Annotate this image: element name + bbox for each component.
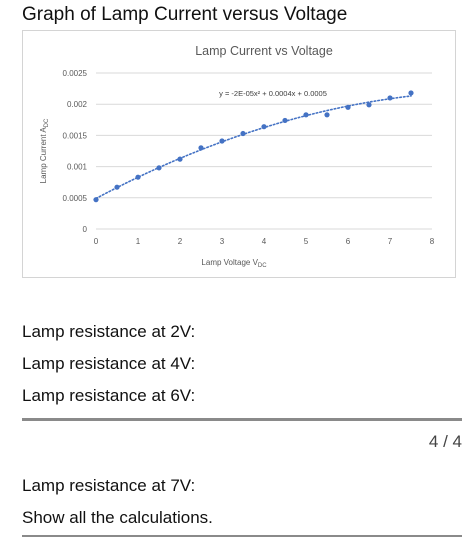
data-point [345, 104, 351, 110]
data-point [408, 90, 414, 96]
trendline-equation: y = -2E-05x² + 0.0004x + 0.0005 [219, 89, 327, 98]
data-point [219, 138, 225, 144]
data-point [156, 165, 162, 171]
data-point [303, 112, 309, 118]
x-tick-label: 3 [220, 237, 225, 246]
y-axis-label: Lamp Current ADC [39, 118, 50, 183]
y-tick-label: 0 [83, 225, 88, 234]
data-point [324, 112, 330, 118]
y-tick-label: 0.001 [67, 163, 88, 172]
x-tick-label: 6 [346, 237, 351, 246]
x-tick-label: 8 [430, 237, 435, 246]
trendline [95, 95, 412, 200]
question-6v: Lamp resistance at 6V: [22, 386, 196, 405]
data-point [261, 124, 267, 130]
data-point [135, 174, 141, 180]
y-tick-label: 0.0015 [63, 131, 88, 140]
bottom-divider [22, 535, 462, 537]
chart-title: Lamp Current vs Voltage [195, 44, 333, 58]
data-point [114, 184, 120, 190]
data-point [198, 145, 204, 151]
x-tick-label: 5 [304, 237, 309, 246]
y-tick-label: 0.0005 [63, 194, 88, 203]
page-indicator: 4 / 4 [428, 432, 462, 451]
lamp-current-chart: Lamp Current vs Voltage 0 0.0005 0.001 0.001… [39, 44, 435, 269]
x-tick-label: 4 [262, 237, 267, 246]
x-tick-label: 1 [136, 237, 141, 246]
question-4v: Lamp resistance at 4V: [22, 354, 196, 373]
y-tick-label: 0.0025 [63, 69, 88, 78]
data-point [93, 197, 99, 203]
section-divider [22, 418, 462, 421]
y-tick-label: 0.002 [67, 100, 88, 109]
x-tick-label: 0 [94, 237, 99, 246]
data-point [177, 156, 183, 162]
chart-container: Lamp Current vs Voltage 0 0.0005 0.001 0.001… [22, 30, 456, 278]
x-axis-label: Lamp Voltage VDC [201, 258, 267, 269]
page-heading: Graph of Lamp Current versus Voltage [22, 4, 348, 25]
data-point [387, 95, 393, 101]
data-point [366, 102, 372, 108]
data-point [282, 117, 288, 124]
x-tick-label: 2 [178, 237, 183, 246]
question-2v: Lamp resistance at 2V: [22, 322, 196, 341]
data-point [240, 130, 246, 137]
x-tick-label: 7 [388, 237, 393, 246]
calculations-instruction: Show all the calculations. [22, 508, 213, 527]
question-7v: Lamp resistance at 7V: [22, 476, 196, 495]
